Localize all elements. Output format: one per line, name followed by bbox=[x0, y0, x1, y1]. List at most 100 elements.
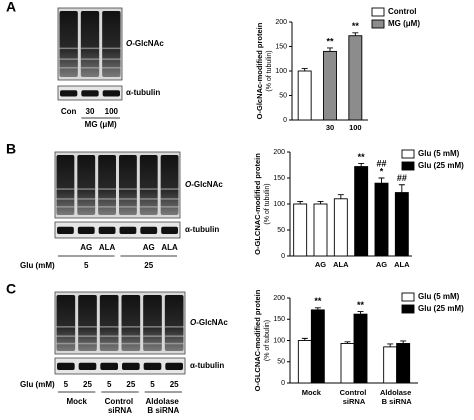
blot-band-gap bbox=[59, 47, 78, 50]
bar bbox=[353, 313, 368, 384]
tubulin-band bbox=[81, 90, 99, 97]
blot-frame bbox=[54, 151, 181, 219]
y-tick-label: 150 bbox=[273, 316, 285, 323]
blot-band-gap bbox=[99, 342, 119, 345]
blot-lane bbox=[56, 155, 75, 215]
legend-swatch bbox=[401, 304, 415, 314]
group-label: Control siRNA bbox=[105, 397, 136, 415]
bar bbox=[297, 70, 312, 121]
blot-band-gap bbox=[59, 67, 78, 69]
y-tick-label: 100 bbox=[273, 337, 285, 344]
bar bbox=[310, 309, 325, 384]
blot-band-gap bbox=[98, 188, 116, 190]
blot-band-gap bbox=[78, 326, 97, 328]
blot-band-gap bbox=[139, 198, 158, 200]
y-tick-label: 0 bbox=[281, 380, 285, 387]
x-tick-label: Mock bbox=[302, 388, 322, 397]
blot-lane bbox=[78, 295, 97, 351]
blot-band-gap bbox=[78, 342, 97, 345]
x-tick-label: AG bbox=[315, 260, 326, 269]
legend-label: Control bbox=[388, 7, 416, 16]
y-tick-label: 50 bbox=[277, 227, 285, 234]
blot-lane bbox=[121, 295, 141, 351]
bar bbox=[323, 50, 337, 121]
blot-band-gap bbox=[102, 67, 121, 69]
y-axis-sublabel: (% of tubulin) bbox=[264, 320, 271, 361]
blot-band-gap bbox=[143, 342, 162, 345]
x-tick-label: ALA bbox=[394, 260, 410, 269]
tubulin-band bbox=[122, 362, 140, 370]
error-bar bbox=[400, 340, 407, 344]
significance-label: ** bbox=[314, 296, 322, 306]
y-axis-label: O-GlcNAc-modified protein bbox=[255, 22, 264, 119]
bar bbox=[383, 346, 398, 384]
x-tick-label: Aldolase B siRNA bbox=[380, 388, 413, 406]
blot-band-gap bbox=[98, 206, 116, 208]
blot-lane bbox=[59, 11, 78, 77]
blot-band-gap bbox=[160, 206, 179, 208]
significance-label: ** bbox=[352, 21, 360, 31]
legend-label: MG (μM) bbox=[388, 19, 420, 28]
significance-label: * bbox=[380, 166, 384, 176]
blot-band-gap bbox=[119, 206, 137, 208]
bar bbox=[394, 192, 409, 257]
blot-band-gap bbox=[121, 326, 141, 328]
group-label: Mock bbox=[66, 397, 87, 406]
bar bbox=[374, 182, 389, 257]
lane-label: 5 bbox=[107, 380, 112, 389]
significance-label: ## bbox=[397, 173, 407, 183]
tubulin-band bbox=[119, 226, 137, 234]
blot-band-gap bbox=[164, 335, 184, 337]
group-label: 25 bbox=[144, 261, 153, 270]
y-axis-sublabel: (% of tubulin) bbox=[266, 50, 273, 91]
tubulin-band bbox=[140, 226, 158, 234]
blot-band-gap bbox=[121, 335, 141, 337]
loading-label: α-tubulin bbox=[185, 225, 219, 234]
tubulin-band bbox=[98, 226, 116, 234]
blot-lane bbox=[99, 295, 119, 351]
tubulin-band bbox=[102, 90, 120, 97]
lane-label: AG bbox=[80, 243, 92, 252]
group-label: Aldolase B siRNA bbox=[146, 397, 182, 415]
blot-band-gap bbox=[102, 58, 121, 60]
error-bar bbox=[344, 341, 351, 344]
y-axis-label: O-GLCNAC-modified protein bbox=[253, 153, 262, 255]
blot-lane bbox=[80, 11, 100, 77]
tubulin-band bbox=[100, 362, 118, 370]
error-bar bbox=[387, 343, 394, 347]
legend-swatch bbox=[371, 7, 385, 17]
y-tick-label: 100 bbox=[273, 201, 285, 208]
y-tick-label: 150 bbox=[273, 175, 285, 182]
y-tick-label: 150 bbox=[275, 43, 287, 50]
x-tick-label: AG bbox=[376, 260, 387, 269]
error-bar bbox=[358, 162, 365, 167]
y-tick-label: 50 bbox=[279, 92, 287, 99]
blot-lane bbox=[77, 155, 96, 215]
blot-band-gap bbox=[80, 58, 100, 60]
tubulin-band bbox=[165, 362, 183, 370]
error-bar bbox=[352, 32, 359, 36]
lane-label: 30 bbox=[86, 107, 95, 116]
blot-band-gap bbox=[77, 206, 96, 208]
blot-band-gap bbox=[160, 198, 179, 200]
tubulin-band bbox=[57, 226, 74, 234]
blot-band-gap bbox=[143, 326, 162, 328]
x-tick-label: 100 bbox=[349, 123, 362, 132]
blot-band-gap bbox=[77, 198, 96, 200]
legend-swatch bbox=[401, 161, 415, 171]
lane-label: 100 bbox=[105, 107, 119, 116]
loading-label: α-tubulin bbox=[190, 361, 224, 370]
significance-label: ** bbox=[326, 36, 334, 46]
error-bar bbox=[357, 311, 364, 315]
error-bar bbox=[301, 68, 308, 71]
error-bar bbox=[327, 47, 333, 52]
legend-swatch bbox=[371, 19, 385, 29]
treatment-label: MG (μM) bbox=[85, 120, 117, 129]
y-tick-label: 200 bbox=[273, 149, 285, 156]
blot-band-gap bbox=[164, 342, 184, 345]
bar bbox=[348, 35, 363, 121]
bar bbox=[297, 340, 312, 384]
error-bar bbox=[297, 200, 304, 204]
lane-label: 25 bbox=[83, 380, 92, 389]
blot-lane bbox=[119, 155, 137, 215]
